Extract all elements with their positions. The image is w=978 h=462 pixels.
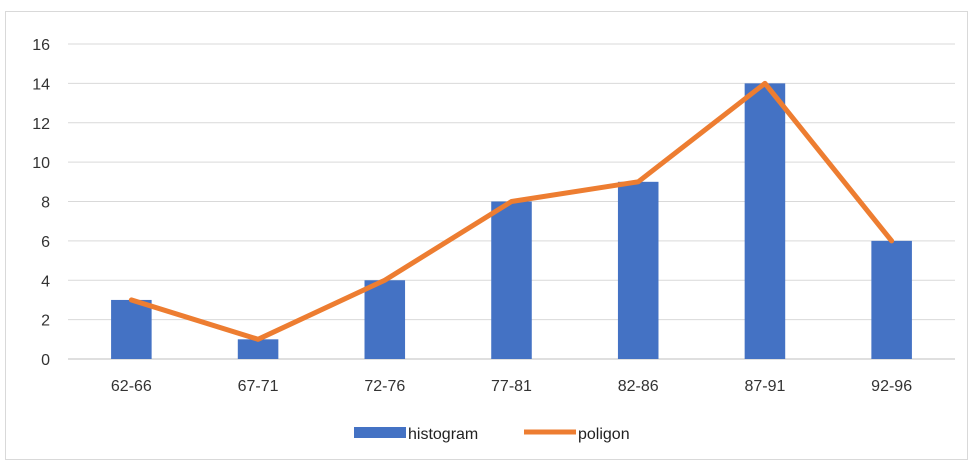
x-tick-label: 87-91 xyxy=(744,378,785,395)
y-tick-label: 12 xyxy=(32,116,50,133)
histogram-bar-67-71 xyxy=(237,339,279,359)
y-tick-label: 16 xyxy=(32,37,50,54)
histogram-bar-92-96 xyxy=(871,240,912,359)
histogram-bar-87-91 xyxy=(744,83,786,359)
y-tick-label: 10 xyxy=(32,155,50,172)
y-tick-label: 4 xyxy=(41,273,50,290)
y-tick-label: 14 xyxy=(32,76,50,93)
y-tick-label: 6 xyxy=(41,234,50,251)
histogram-bar-82-86 xyxy=(617,181,659,359)
legend-histogram-label: histogram xyxy=(408,426,478,443)
y-tick-label: 8 xyxy=(41,195,50,212)
legend-histogram-swatch xyxy=(354,427,406,438)
legend-poligon-label: poligon xyxy=(578,426,630,443)
histogram-bar-77-81 xyxy=(491,201,532,359)
y-tick-label: 2 xyxy=(41,313,50,330)
x-tick-label: 82-86 xyxy=(618,378,659,395)
legend: histogram poligon xyxy=(354,426,630,443)
x-tick-label: 77-81 xyxy=(491,378,532,395)
gridlines xyxy=(68,43,955,360)
poligon-line-layer xyxy=(128,80,895,342)
x-tick-label: 62-66 xyxy=(111,378,152,395)
histogram-bars xyxy=(111,83,912,359)
x-axis-ticks: 62-66 67-71 72-76 77-81 82-86 87-91 92-96 xyxy=(111,378,912,395)
x-tick-label: 72-76 xyxy=(364,378,405,395)
y-axis-ticks: 0 2 4 6 8 10 12 14 16 xyxy=(32,37,50,369)
x-tick-label: 67-71 xyxy=(238,378,279,395)
chart-frame xyxy=(5,11,968,460)
histogram-bar-62-66 xyxy=(111,299,152,359)
histogram-bar-72-76 xyxy=(364,280,406,359)
y-tick-label: 0 xyxy=(41,352,50,369)
x-tick-label: 92-96 xyxy=(871,378,912,395)
